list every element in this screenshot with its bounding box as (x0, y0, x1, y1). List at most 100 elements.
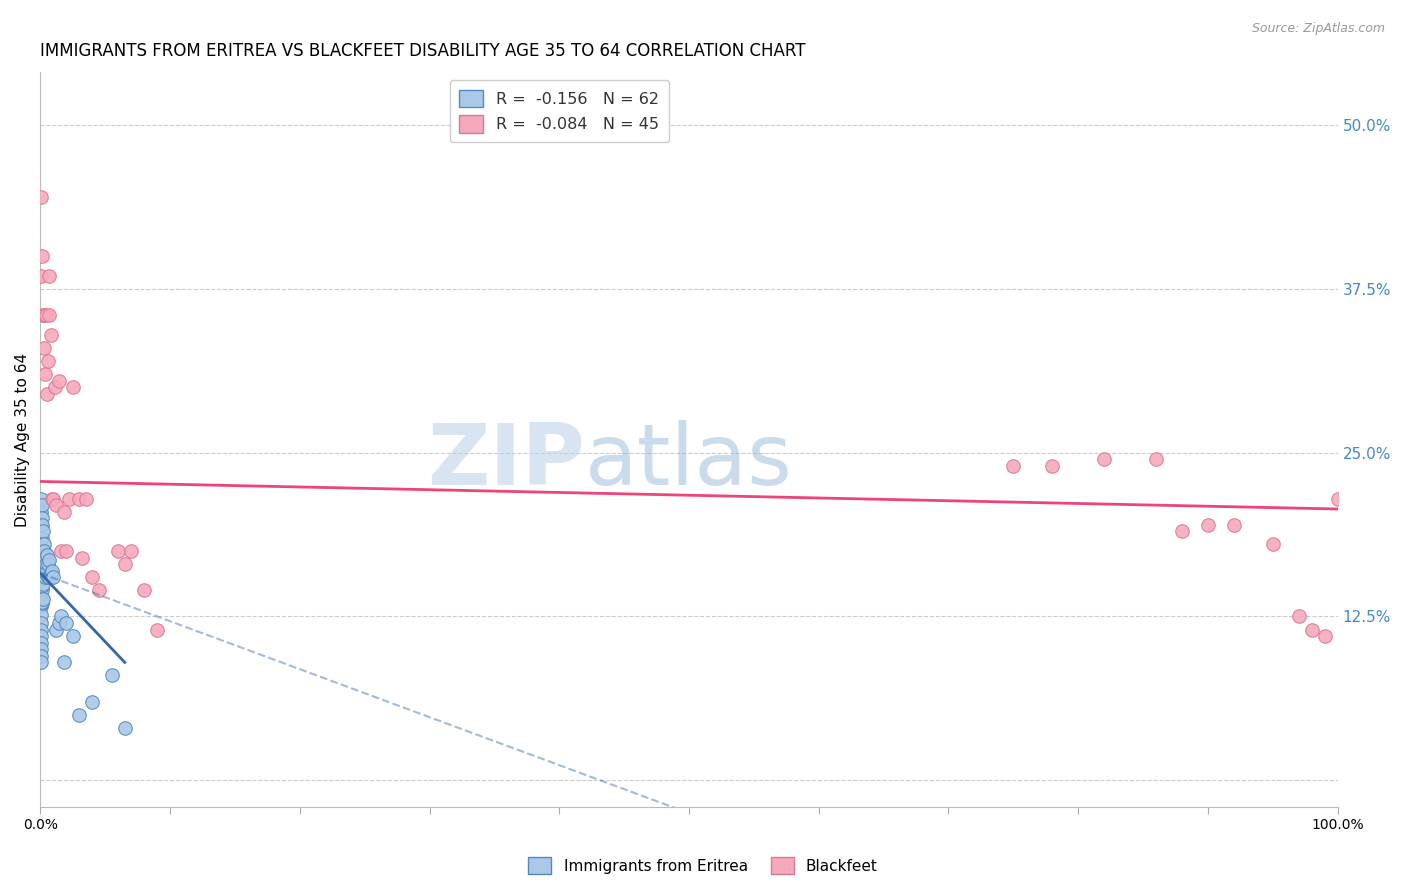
Text: atlas: atlas (585, 420, 793, 503)
Point (34, 308, 56, 322)
Legend: R =  -0.156   N = 62, R =  -0.084   N = 45: R = -0.156 N = 62, R = -0.084 N = 45 (450, 80, 669, 143)
Point (82, 570, 104, 584)
Point (1288, 609, 1310, 624)
Point (37, 557, 59, 571)
Point (31, 557, 53, 571)
Point (1197, 517, 1219, 532)
Point (38, 553, 60, 567)
Point (62, 629, 84, 643)
Y-axis label: Disability Age 35 to 64: Disability Age 35 to 64 (15, 352, 30, 526)
Point (51, 544, 73, 558)
Point (30, 190, 52, 204)
Point (31, 249, 53, 263)
Point (34, 557, 56, 571)
Point (30, 531, 52, 545)
Point (38, 570, 60, 584)
Point (37, 354, 59, 368)
Point (31, 544, 53, 558)
Point (55, 615, 77, 630)
Point (146, 623, 169, 637)
Text: ZIP: ZIP (427, 420, 585, 503)
Point (67, 491, 90, 506)
Point (31, 595, 53, 609)
Point (30, 557, 52, 571)
Point (67, 707, 90, 722)
Point (1040, 458, 1063, 473)
Point (39, 327, 62, 342)
Point (30, 544, 52, 558)
Point (31, 570, 53, 584)
Point (34, 367, 56, 381)
Point (41, 491, 63, 506)
Point (30, 608, 52, 623)
Point (31, 583, 53, 598)
Point (30, 268, 52, 283)
Point (30, 636, 52, 650)
Point (30, 623, 52, 637)
Point (31, 544, 53, 558)
Point (30, 642, 52, 657)
Point (30, 656, 52, 670)
Point (30, 615, 52, 630)
Point (31, 498, 53, 512)
Point (31, 517, 53, 532)
Point (30, 579, 52, 593)
Point (51, 609, 73, 624)
Point (58, 491, 80, 506)
Point (114, 557, 136, 571)
Point (1313, 629, 1336, 643)
Point (34, 550, 56, 565)
Point (45, 623, 67, 637)
Point (30, 648, 52, 663)
Point (35, 548, 58, 562)
Point (75, 491, 97, 506)
Point (44, 380, 66, 394)
Legend: Immigrants from Eritrea, Blackfeet: Immigrants from Eritrea, Blackfeet (522, 851, 884, 880)
Point (1261, 537, 1284, 551)
Point (34, 566, 56, 581)
Point (48, 615, 70, 630)
Point (32, 544, 55, 558)
Point (62, 380, 84, 394)
Point (30, 599, 52, 613)
Point (32, 561, 55, 575)
Point (39, 566, 62, 581)
Point (32, 524, 55, 539)
Point (48, 374, 70, 388)
Point (32, 576, 55, 591)
Point (32, 308, 55, 322)
Point (1301, 623, 1323, 637)
Point (31, 564, 53, 578)
Point (52, 656, 75, 670)
Point (1092, 452, 1115, 467)
Point (34, 308, 56, 322)
Point (34, 544, 56, 558)
Point (35, 386, 58, 401)
Point (52, 505, 75, 519)
Point (31, 531, 53, 545)
Point (114, 721, 136, 735)
Point (42, 570, 65, 584)
Point (30, 629, 52, 643)
Point (30, 491, 52, 506)
Point (1171, 524, 1194, 539)
Point (31, 511, 53, 525)
Point (32, 341, 55, 355)
Point (107, 544, 129, 558)
Point (30, 517, 52, 532)
Text: Source: ZipAtlas.com: Source: ZipAtlas.com (1251, 22, 1385, 36)
Point (100, 668, 122, 682)
Point (45, 498, 67, 512)
Point (35, 566, 58, 581)
Point (41, 564, 63, 578)
Point (34, 570, 56, 584)
Point (120, 544, 142, 558)
Point (38, 268, 60, 283)
Point (1223, 517, 1246, 532)
Point (82, 695, 104, 709)
Point (32, 592, 55, 607)
Point (1144, 452, 1167, 467)
Point (1326, 491, 1348, 506)
Point (70, 550, 93, 565)
Point (31, 596, 53, 610)
